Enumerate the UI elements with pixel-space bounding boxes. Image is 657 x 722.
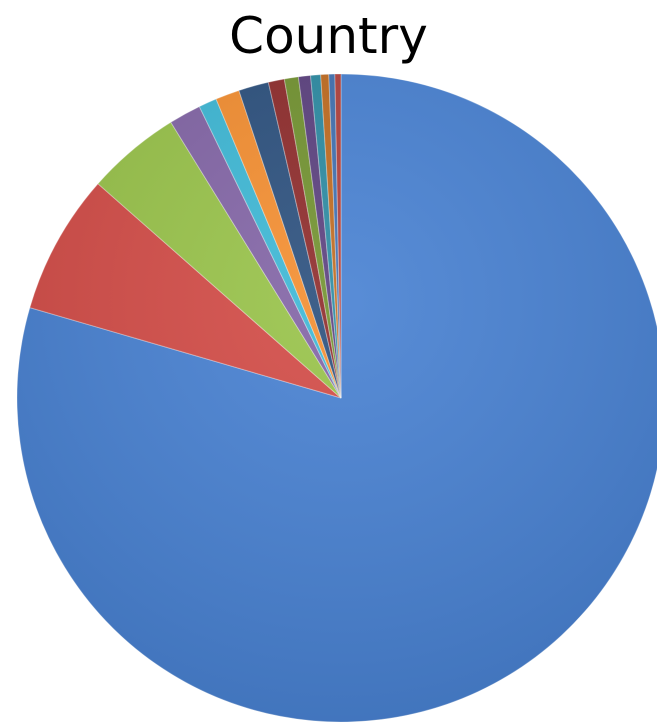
pie-slices [16, 73, 657, 722]
chart-title: Country [229, 7, 428, 65]
